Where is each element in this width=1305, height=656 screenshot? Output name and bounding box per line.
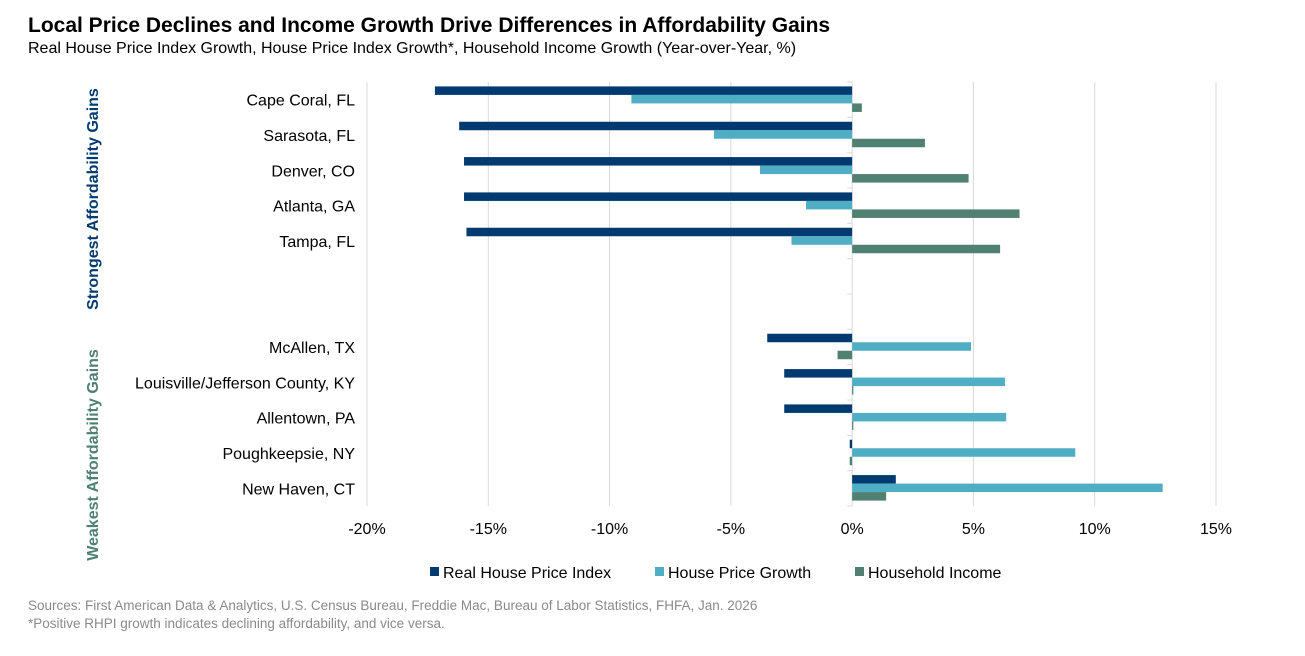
bar-house-price-growth xyxy=(806,200,853,210)
x-tick-label: 15% xyxy=(1200,521,1232,538)
category-label: Poughkeepsie, NY xyxy=(222,446,355,463)
category-label: Denver, CO xyxy=(271,163,355,180)
bar-real-house-price-index xyxy=(464,192,853,201)
bar-house-price-growth xyxy=(852,342,972,351)
bar-real-house-price-index xyxy=(459,121,853,131)
category-label: Atlanta, GA xyxy=(273,199,355,216)
x-tick-label: -5% xyxy=(717,521,745,538)
bar-house-price-growth xyxy=(852,448,1076,457)
bar-household-income xyxy=(852,174,969,183)
category-label: Sarasota, FL xyxy=(263,128,355,145)
bar-house-price-growth xyxy=(852,377,1005,387)
bar-household-income xyxy=(852,492,887,501)
bar-house-price-growth xyxy=(631,94,853,104)
bar-real-house-price-index xyxy=(849,439,853,449)
bar-real-house-price-index xyxy=(784,404,853,413)
bar-house-price-growth xyxy=(713,130,853,139)
group-label-weakest: Weakest Affordability Gains xyxy=(85,349,102,561)
bar-real-house-price-index xyxy=(464,157,853,166)
bar-household-income xyxy=(852,386,854,395)
x-tick-label: -15% xyxy=(470,521,507,538)
bar-household-income xyxy=(837,350,853,360)
bar-household-income xyxy=(852,421,854,430)
bar-real-house-price-index xyxy=(434,86,853,95)
legend-label: Household Income xyxy=(868,565,1002,582)
category-label: Tampa, FL xyxy=(279,234,355,251)
category-label: Cape Coral, FL xyxy=(247,93,356,110)
bar-real-house-price-index xyxy=(852,475,896,484)
chart-subtitle: Real House Price Index Growth, House Pri… xyxy=(28,40,797,57)
legend-swatch xyxy=(855,567,864,576)
footnote: *Positive RHPI growth indicates declinin… xyxy=(28,616,445,631)
legend-label: House Price Growth xyxy=(668,565,811,582)
x-tick-label: 10% xyxy=(1079,521,1111,538)
bar-real-house-price-index xyxy=(767,333,853,343)
bar-house-price-growth xyxy=(852,483,1163,493)
x-tick-label: 5% xyxy=(962,521,985,538)
x-tick-label: -10% xyxy=(591,521,628,538)
category-label: New Haven, CT xyxy=(242,481,355,498)
group-label-strongest: Strongest Affordability Gains xyxy=(85,88,102,310)
legend-swatch xyxy=(430,567,439,576)
x-tick-label: 0% xyxy=(841,521,864,538)
x-tick-label: -20% xyxy=(348,521,385,538)
bar-household-income xyxy=(852,138,925,148)
bar-household-income xyxy=(852,209,1020,218)
bar-house-price-growth xyxy=(759,165,853,175)
legend-swatch xyxy=(655,567,664,576)
bar-real-house-price-index xyxy=(784,369,853,378)
bar-household-income xyxy=(852,103,862,112)
bar-household-income xyxy=(852,244,1001,254)
category-label: McAllen, TX xyxy=(269,340,355,357)
category-label: Allentown, PA xyxy=(257,411,356,428)
bar-house-price-growth xyxy=(852,412,1007,422)
chart-title: Local Price Declines and Income Growth D… xyxy=(28,14,831,37)
legend-label: Real House Price Index xyxy=(443,565,611,582)
bar-household-income xyxy=(849,456,853,466)
category-label: Louisville/Jefferson County, KY xyxy=(135,375,355,392)
bar-house-price-growth xyxy=(791,236,853,245)
sources-note: Sources: First American Data & Analytics… xyxy=(28,598,758,613)
bar-real-house-price-index xyxy=(466,227,853,237)
